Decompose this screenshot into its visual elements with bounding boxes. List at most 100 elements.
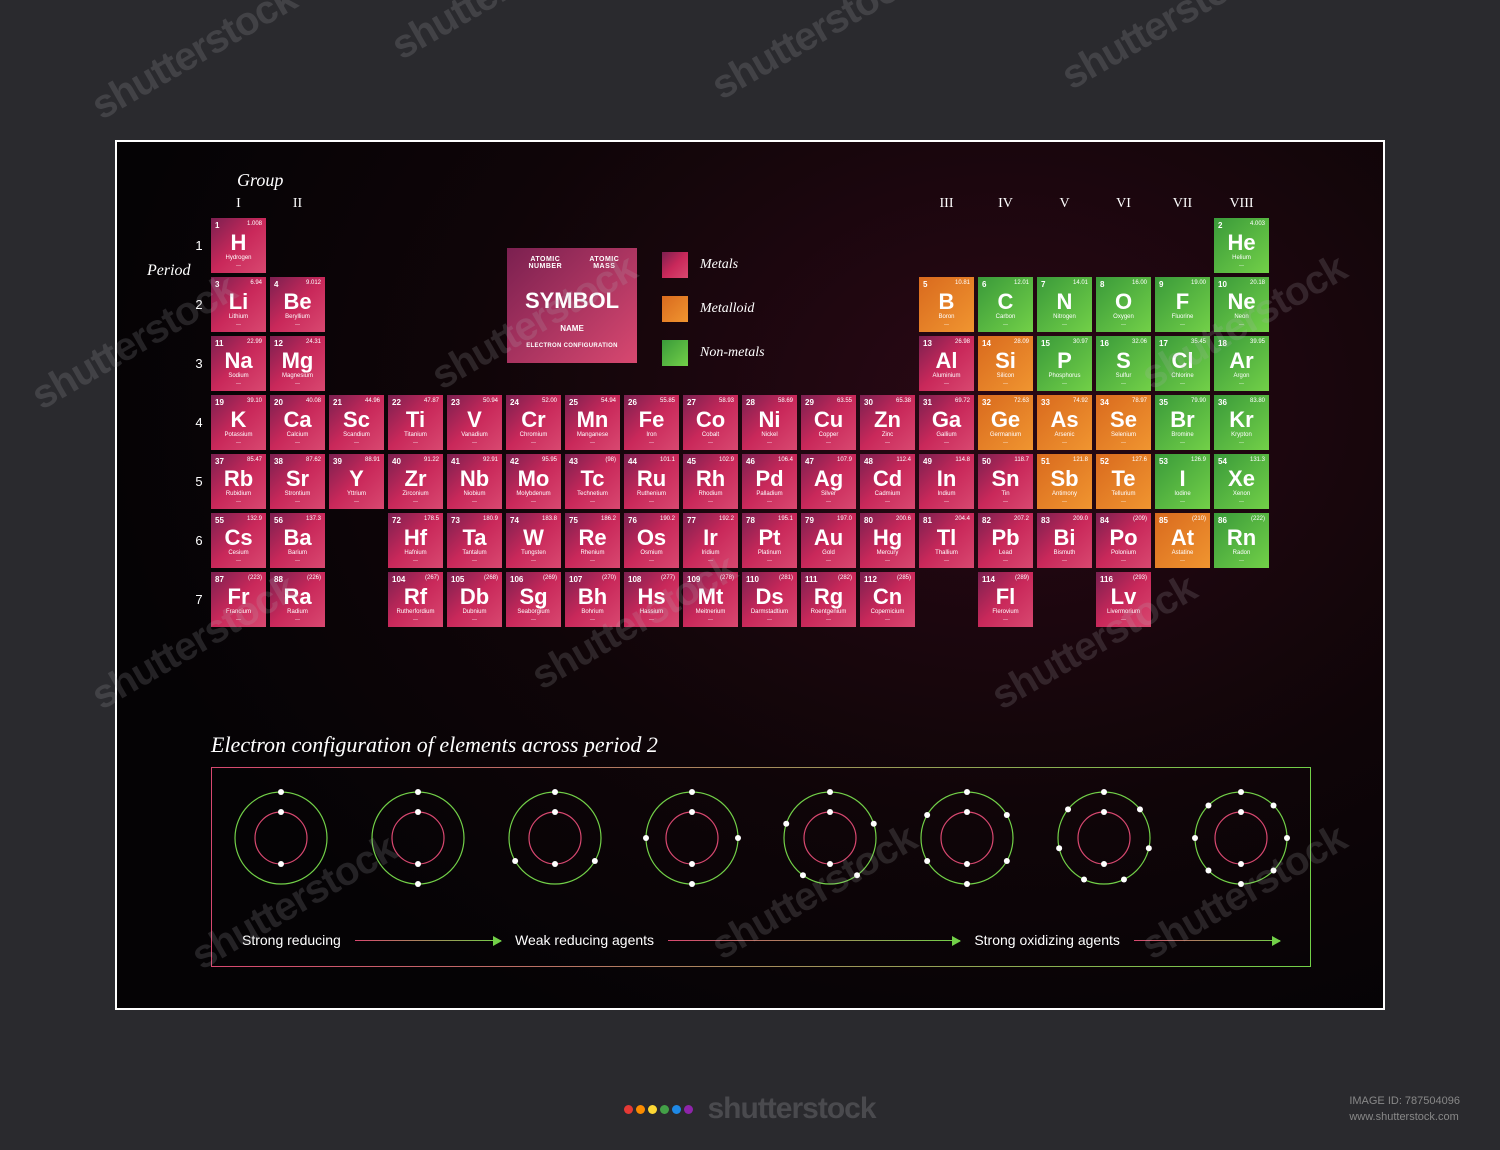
element-Na: 1122.99NaSodium—: [211, 336, 266, 391]
element-Fl: 114(289)FlFlerovium—: [978, 572, 1033, 627]
element-N: 714.01NNitrogen—: [1037, 277, 1092, 332]
stock-footer: shutterstock IMAGE ID: 787504096 www.shu…: [0, 1092, 1500, 1126]
element-Te: 52127.6TeTellurium—: [1096, 454, 1151, 509]
category-metalloid: Metalloid: [662, 296, 765, 322]
element-K: 1939.10KPotassium—: [211, 395, 266, 450]
atom-diagram: [1186, 783, 1296, 893]
period-number: 1: [193, 238, 205, 253]
econf-section-title: Electron configuration of elements acros…: [211, 732, 658, 758]
element-Xe: 54131.3XeXenon—: [1214, 454, 1269, 509]
spectrum-label-2: Weak reducing agents: [515, 932, 654, 948]
element-F: 919.00FFluorine—: [1155, 277, 1210, 332]
element-Se: 3478.97SeSelenium—: [1096, 395, 1151, 450]
element-P: 1530.97PPhosphorus—: [1037, 336, 1092, 391]
element-S: 1632.06SSulfur—: [1096, 336, 1151, 391]
element-Sr: 3887.62SrStrontium—: [270, 454, 325, 509]
element-Cn: 112(285)CnCopernicium—: [860, 572, 915, 627]
element-Cr: 2452.00CrChromium—: [506, 395, 561, 450]
element-Y: 3988.91YYttrium—: [329, 454, 384, 509]
element-Db: 105(268)DbDubnium—: [447, 572, 502, 627]
atom-diagram: [775, 783, 885, 893]
element-Fe: 2655.85FeIron—: [624, 395, 679, 450]
element-Ne: 1020.18NeNeon—: [1214, 277, 1269, 332]
element-Rg: 111(282)RgRoentgenium—: [801, 572, 856, 627]
category-legend: Metals Metalloid Non-metals: [662, 252, 765, 384]
arrow-icon: [1134, 940, 1280, 941]
legend-atomic-number: ATOMIC NUMBER: [513, 256, 578, 270]
econf-panel: Strong reducing Weak reducing agents Str…: [211, 767, 1311, 967]
watermark: shutterstock: [384, 0, 604, 69]
element-In: 49114.8InIndium—: [919, 454, 974, 509]
element-Br: 3579.90BrBromine—: [1155, 395, 1210, 450]
image-id: IMAGE ID: 787504096: [1349, 1093, 1460, 1110]
element-Pb: 82207.2PbLead—: [978, 513, 1033, 568]
legend-econf: ELECTRON CONFIGURATION: [513, 343, 631, 349]
period-number: 6: [193, 533, 205, 548]
element-Be: 49.012BeBeryllium—: [270, 277, 325, 332]
element-Bh: 107(270)BhBohrium—: [565, 572, 620, 627]
element-Mt: 109(278)MtMeitnerium—: [683, 572, 738, 627]
element-Re: 75186.2ReRhenium—: [565, 513, 620, 568]
element-Fr: 87(223)FrFrancium—: [211, 572, 266, 627]
element-Li: 36.94LiLithium—: [211, 277, 266, 332]
element-Tl: 81204.4TlThallium—: [919, 513, 974, 568]
period-number: 4: [193, 415, 205, 430]
spectrum-label-1: Strong reducing: [242, 932, 341, 948]
element-Zn: 3065.38ZnZinc—: [860, 395, 915, 450]
element-Co: 2758.93CoCobalt—: [683, 395, 738, 450]
element-Rb: 3785.47RbRubidium—: [211, 454, 266, 509]
element-Mo: 4295.95MoMolybdenum—: [506, 454, 561, 509]
element-Ti: 2247.87TiTitanium—: [388, 395, 443, 450]
element-Hs: 108(277)HsHassium—: [624, 572, 679, 627]
element-Ar: 1839.95ArArgon—: [1214, 336, 1269, 391]
atom-diagram: [500, 783, 610, 893]
element-Ir: 77192.2IrIridium—: [683, 513, 738, 568]
element-Os: 76190.2OsOsmium—: [624, 513, 679, 568]
element-key-legend: ATOMIC NUMBER ATOMIC MASS SYMBOL NAME EL…: [507, 248, 637, 363]
group-roman: IV: [978, 196, 1033, 212]
element-Nb: 4192.91NbNiobium—: [447, 454, 502, 509]
element-Au: 79197.0AuGold—: [801, 513, 856, 568]
element-H: 11.008HHydrogen—: [211, 218, 266, 273]
element-Sb: 51121.8SbAntimony—: [1037, 454, 1092, 509]
periodic-table-canvas: Group Period 11.008HHydrogen—24.003HeHel…: [115, 140, 1385, 1010]
element-Ba: 56137.3BaBarium—: [270, 513, 325, 568]
group-label: Group: [237, 170, 283, 191]
category-metal: Metals: [662, 252, 765, 278]
arrow-icon: [355, 940, 501, 941]
element-Cl: 1735.45ClChlorine—: [1155, 336, 1210, 391]
watermark: shutterstock: [84, 0, 304, 129]
watermark: shutterstock: [704, 0, 924, 109]
reducing-oxidizing-spectrum: Strong reducing Weak reducing agents Str…: [242, 932, 1280, 948]
group-roman: II: [270, 196, 325, 212]
group-roman: I: [211, 196, 266, 212]
element-Rh: 45102.9RhRhodium—: [683, 454, 738, 509]
element-O: 816.00OOxygen—: [1096, 277, 1151, 332]
element-Sn: 50118.7SnTin—: [978, 454, 1033, 509]
atom-diagram: [226, 783, 336, 893]
element-Cs: 55132.9CsCesium—: [211, 513, 266, 568]
element-Ag: 47107.9AgSilver—: [801, 454, 856, 509]
atom-diagram: [1049, 783, 1159, 893]
element-W: 74183.8WTungsten—: [506, 513, 561, 568]
element-Ta: 73180.9TaTantalum—: [447, 513, 502, 568]
element-Ra: 88(226)RaRadium—: [270, 572, 325, 627]
category-nonmetal: Non-metals: [662, 340, 765, 366]
atom-diagram: [912, 783, 1022, 893]
element-Mg: 1224.31MgMagnesium—: [270, 336, 325, 391]
group-roman: VII: [1155, 196, 1210, 212]
element-Pt: 78195.1PtPlatinum—: [742, 513, 797, 568]
element-At: 85(210)AtAstatine—: [1155, 513, 1210, 568]
arrow-icon: [668, 940, 960, 941]
element-Ge: 3272.63GeGermanium—: [978, 395, 1033, 450]
element-Ca: 2040.08CaCalcium—: [270, 395, 325, 450]
element-B: 510.81BBoron—: [919, 277, 974, 332]
element-Cu: 2963.55CuCopper—: [801, 395, 856, 450]
element-Kr: 3683.80KrKrypton—: [1214, 395, 1269, 450]
element-Mn: 2554.94MnManganese—: [565, 395, 620, 450]
site-url: www.shutterstock.com: [1349, 1109, 1460, 1126]
element-Lv: 116(293)LvLivermorium—: [1096, 572, 1151, 627]
group-roman: III: [919, 196, 974, 212]
spectrum-label-3: Strong oxidizing agents: [974, 932, 1120, 948]
atom-diagram: [363, 783, 473, 893]
